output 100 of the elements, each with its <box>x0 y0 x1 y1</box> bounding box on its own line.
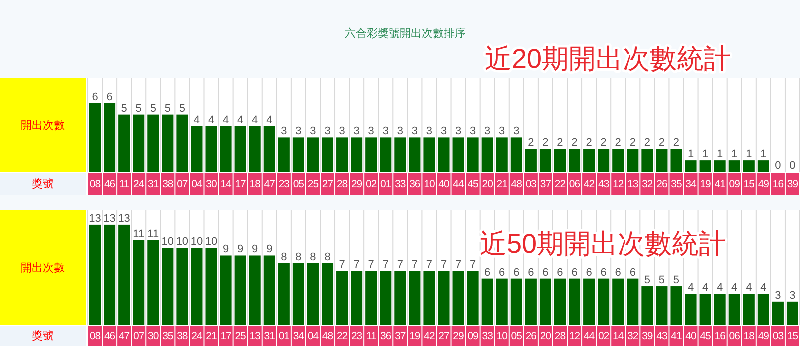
data-label: 8 <box>310 251 316 264</box>
data-label: 5 <box>121 102 128 115</box>
x-tick-label: 46 <box>104 330 116 342</box>
data-label: 10 <box>190 236 204 248</box>
data-label: 5 <box>150 102 156 115</box>
data-label: 3 <box>412 126 418 138</box>
data-label: 7 <box>455 259 462 272</box>
x-tick-label: 31 <box>148 178 160 190</box>
data-label: 8 <box>296 251 302 264</box>
x-tick-label: 13 <box>250 330 262 342</box>
x-tick-label: 22 <box>554 178 566 190</box>
data-label: 1 <box>746 148 752 161</box>
data-label: 3 <box>484 126 491 138</box>
x-axis-title: 獎號 <box>32 178 54 190</box>
data-label: 2 <box>630 137 636 150</box>
data-label: 7 <box>440 259 448 272</box>
data-label: 3 <box>397 126 404 138</box>
data-label: 6 <box>557 266 564 279</box>
data-label: 6 <box>514 266 520 279</box>
x-tick-label: 32 <box>628 330 639 342</box>
x-tick-label: 40 <box>686 330 698 342</box>
x-tick-label: 31 <box>264 330 276 342</box>
data-label: 6 <box>572 266 578 279</box>
x-tick-label: 41 <box>714 178 726 190</box>
x-tick-label: 07 <box>134 330 145 342</box>
x-tick-label: 10 <box>424 178 436 190</box>
x-tick-label: 20 <box>540 330 552 342</box>
data-label: 3 <box>440 126 448 138</box>
data-label: 4 <box>252 114 258 126</box>
data-label: 1 <box>732 148 738 161</box>
data-label: 1 <box>717 148 724 161</box>
data-label: 6 <box>528 266 534 279</box>
x-tick-label: 35 <box>162 330 174 342</box>
data-label: 13 <box>104 212 116 225</box>
x-tick-label: 09 <box>468 330 480 342</box>
x-tick-label: 04 <box>192 178 203 190</box>
data-label: 4 <box>732 282 738 294</box>
data-label: 5 <box>179 102 186 115</box>
x-tick-label: 47 <box>264 178 276 190</box>
x-tick-label: 18 <box>744 330 756 342</box>
data-label: 2 <box>586 137 592 150</box>
x-tick-label: 08 <box>90 178 102 190</box>
data-label: 7 <box>470 259 476 272</box>
x-tick-label: 44 <box>584 330 596 342</box>
data-label: 4 <box>760 282 767 294</box>
data-label: 2 <box>542 137 549 150</box>
x-tick-label: 21 <box>206 330 218 342</box>
data-label: 9 <box>222 244 230 256</box>
x-tick-label: 35 <box>671 178 682 190</box>
data-label: 4 <box>702 282 709 294</box>
x-tick-label: 34 <box>293 330 305 342</box>
data-label: 4 <box>266 114 273 126</box>
x-tick-label: 17 <box>220 330 232 342</box>
data-label: 4 <box>194 114 200 126</box>
chart-subtitle: 近20期開出次數統計 <box>485 44 732 74</box>
data-label: 6 <box>630 266 636 279</box>
data-label: 10 <box>162 236 174 248</box>
data-label: 5 <box>164 102 171 115</box>
data-label: 11 <box>133 228 145 240</box>
x-tick-label: 45 <box>468 178 480 190</box>
data-label: 6 <box>542 266 549 279</box>
x-tick-label: 29 <box>351 178 363 190</box>
x-tick-label: 38 <box>177 330 188 342</box>
data-label: 3 <box>775 290 782 302</box>
x-tick-label: 49 <box>758 330 770 342</box>
x-tick-label: 27 <box>322 178 334 190</box>
data-label: 5 <box>644 274 650 287</box>
x-tick-label: 43 <box>656 330 668 342</box>
data-label: 4 <box>746 282 752 294</box>
x-tick-label: 23 <box>278 178 290 190</box>
x-tick-label: 26 <box>656 178 668 190</box>
data-label: 8 <box>324 251 331 264</box>
x-tick-label: 05 <box>293 178 305 190</box>
data-label: 3 <box>514 126 520 138</box>
data-label: 5 <box>136 102 142 115</box>
data-label: 4 <box>238 114 244 126</box>
data-label: 9 <box>252 244 258 256</box>
x-tick-label: 36 <box>380 330 392 342</box>
data-label: 3 <box>339 126 346 138</box>
x-tick-label: 37 <box>540 178 552 190</box>
x-tick-label: 49 <box>758 178 770 190</box>
data-label: 0 <box>790 160 796 172</box>
x-tick-label: 33 <box>395 178 406 190</box>
data-label: 11 <box>148 228 160 240</box>
data-label: 5 <box>673 274 680 287</box>
x-tick-label: 47 <box>118 330 130 342</box>
x-tick-label: 32 <box>642 178 654 190</box>
data-label: 7 <box>382 259 389 272</box>
data-label: 13 <box>118 212 130 225</box>
data-label: 7 <box>426 259 433 272</box>
x-tick-label: 16 <box>772 178 784 190</box>
x-tick-label: 12 <box>613 178 624 190</box>
x-tick-label: 38 <box>162 178 174 190</box>
x-tick-label: 24 <box>192 330 203 342</box>
x-tick-label: 33 <box>482 330 494 342</box>
x-tick-label: 03 <box>772 330 784 342</box>
x-tick-label: 48 <box>322 330 334 342</box>
x-tick-label: 25 <box>235 330 247 342</box>
x-tick-label: 42 <box>584 178 596 190</box>
data-label: 4 <box>717 282 724 294</box>
